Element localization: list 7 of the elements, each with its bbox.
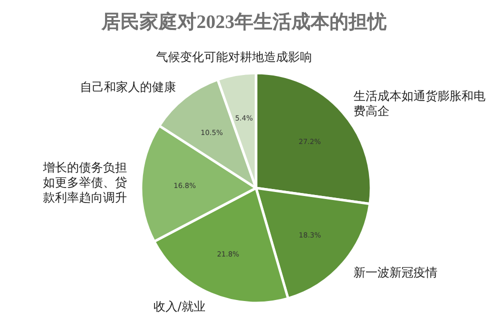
slice-label: 增长的债务负担如更多举债、贷款利率趋向调升 (42, 160, 128, 204)
slice-label: 新一波新冠疫情 (354, 265, 438, 280)
slice-label: 气候变化可能对耕地造成影响 (156, 50, 312, 64)
slice-label: 生活成本如通货膨胀和电费高企 (353, 88, 486, 118)
slice-label: 自己和家人的健康 (80, 80, 176, 94)
slice-label: 收入/就业 (153, 300, 206, 314)
chart-title: 居民家庭对2023年生活成本的担忧 (100, 11, 388, 33)
